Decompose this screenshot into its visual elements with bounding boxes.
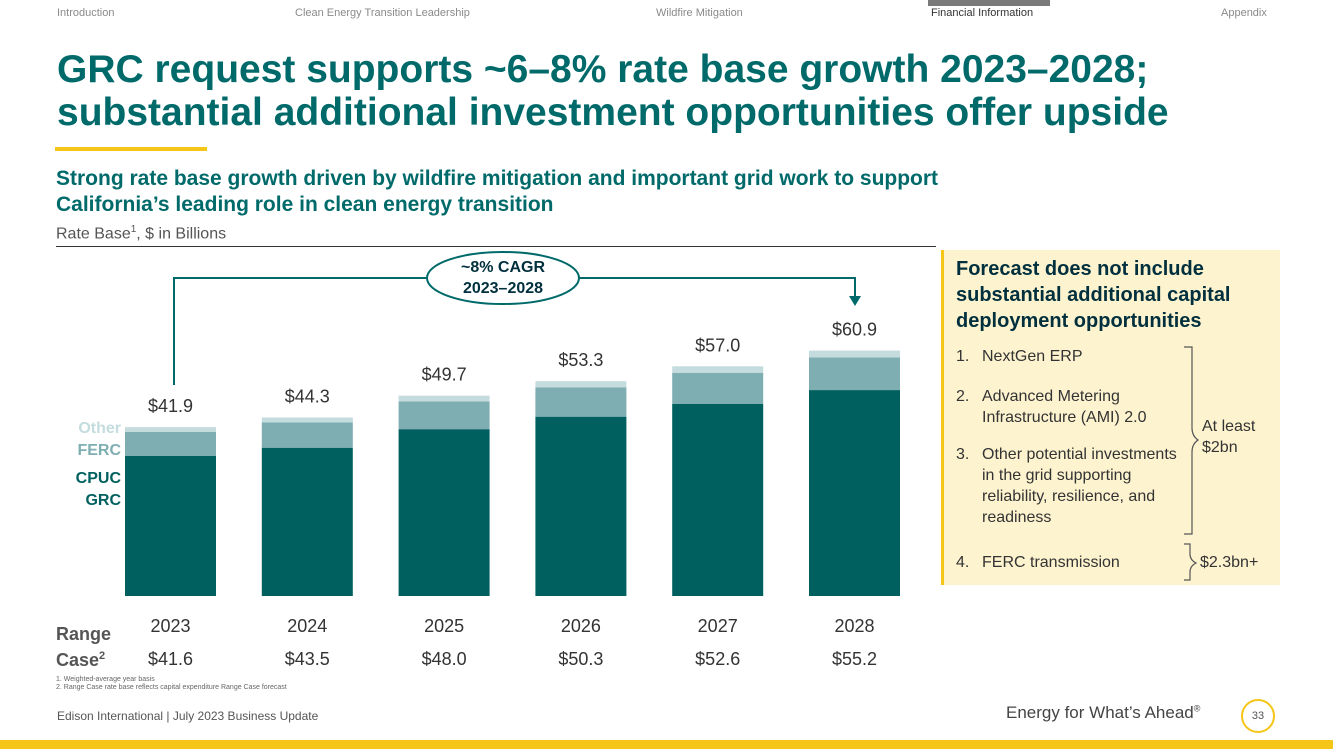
chart-divider <box>56 246 936 247</box>
nav-active-indicator <box>928 0 1050 6</box>
footnote-1: 1. Weighted-average year basis <box>56 676 155 683</box>
title-underline <box>55 147 207 151</box>
brace-items-1-3 <box>1184 346 1200 535</box>
tagline-text: Energy for What’s Ahead <box>1006 703 1194 722</box>
units-rest: , $ in Billions <box>136 225 227 243</box>
footnote-2: 2. Range Case rate base reflects capital… <box>56 684 287 691</box>
legend-other: Other <box>78 420 121 437</box>
bar-cpuc-grc-2026 <box>535 416 627 596</box>
panel-item-text: Other potential investments in the grid … <box>982 446 1177 526</box>
panel-item: 4. FERC transmission <box>956 552 1197 573</box>
panel-item-text: NextGen ERP <box>982 348 1083 365</box>
chart-subtitle: Strong rate base growth driven by wildfi… <box>56 167 939 216</box>
units-footnote-mark: 1 <box>130 224 137 235</box>
footnotes: 1. Weighted-average year basis 2. Range … <box>56 676 287 692</box>
cagr-label-line2: 2023–2028 <box>463 280 543 297</box>
bar-ferc-2028 <box>809 357 900 391</box>
bar-other-2023 <box>125 427 216 432</box>
range-case-label: Range Case2 <box>56 623 111 671</box>
range-case-value: $43.5 <box>285 649 330 669</box>
brace-item-4 <box>1184 543 1198 581</box>
x-tick-label: 2026 <box>561 616 601 636</box>
bar-other-2024 <box>261 417 353 423</box>
range-case-value: $41.6 <box>148 649 193 669</box>
bar-cpuc-grc-2025 <box>398 429 490 596</box>
panel-title: Forecast does not include substantial ad… <box>956 258 1231 332</box>
bar-ferc-2027 <box>672 372 764 404</box>
legend-ferc: FERC <box>77 442 121 459</box>
panel-item: 2. Advanced Metering Infrastructure (AMI)… <box>956 386 1162 428</box>
panel-item-text: FERC transmission <box>982 554 1120 571</box>
panel-item-number: 1. <box>956 348 970 365</box>
bar-other-2028 <box>809 350 900 358</box>
panel-item: 1. NextGen ERP <box>956 346 1197 367</box>
page-title: GRC request supports ~6–8% rate base gro… <box>57 48 1169 134</box>
units-label: Rate Base <box>56 225 131 243</box>
panel-item-text: Advanced Metering Infrastructure (AMI) 2… <box>982 388 1147 426</box>
x-tick-label: 2027 <box>698 616 738 636</box>
panel-item: 3. Other potential investments in the gri… <box>956 444 1187 528</box>
bar-ferc-2024 <box>261 422 353 448</box>
bar-total-label: $60.9 <box>832 320 877 340</box>
cagr-bubble <box>426 251 580 305</box>
rate-base-chart: $41.9 2023 $41.6 $44.3 2024 $43.5 $49.7 2025 $48… <box>76 251 900 669</box>
x-tick-label: 2025 <box>424 616 464 636</box>
nav-item-clean-energy[interactable]: Clean Energy Transition Leadership <box>295 7 470 19</box>
tagline-registered-mark: ® <box>1193 703 1201 714</box>
bar-ferc-2026 <box>535 387 627 417</box>
bar-total-label: $53.3 <box>558 350 603 370</box>
range-case-value: $55.2 <box>832 649 877 669</box>
nav-item-wildfire[interactable]: Wildfire Mitigation <box>656 7 743 19</box>
bar-total-label: $57.0 <box>695 335 740 355</box>
bar-cpuc-grc-2023 <box>125 455 216 596</box>
legend-grc: GRC <box>85 492 121 509</box>
range-label-line2: Case <box>56 650 100 670</box>
nav-item-financial[interactable]: Financial Information <box>931 7 1034 19</box>
bar-cpuc-grc-2028 <box>809 390 900 596</box>
range-case-value: $48.0 <box>422 649 467 669</box>
cagr-arrowhead <box>849 296 861 306</box>
footer-tagline: Energy for What’s Ahead® <box>1006 703 1200 723</box>
bar-total-label: $49.7 <box>422 365 467 385</box>
panel-item-number: 2. <box>956 388 970 405</box>
range-label-footnote-mark: 2 <box>99 650 106 662</box>
nav-item-introduction[interactable]: Introduction <box>57 7 115 19</box>
page-number: 33 <box>1241 699 1275 733</box>
bar-total-label: $41.9 <box>148 396 193 416</box>
x-tick-label: 2023 <box>150 616 190 636</box>
bottom-accent-band <box>0 740 1333 749</box>
bar-total-label: $44.3 <box>285 386 330 406</box>
bar-ferc-2025 <box>398 401 490 430</box>
forecast-panel: Forecast does not include substantial ad… <box>941 250 1280 585</box>
x-tick-label: 2024 <box>287 616 327 636</box>
brace-label-2bn: At least $2bn <box>1202 418 1256 456</box>
x-tick-label: 2028 <box>834 616 874 636</box>
top-nav: Introduction Clean Energy Transition Lea… <box>0 0 1333 24</box>
range-case-value: $52.6 <box>695 649 740 669</box>
panel-item-number: 3. <box>956 446 970 463</box>
panel-braces <box>1184 346 1200 581</box>
nav-item-appendix[interactable]: Appendix <box>1221 7 1267 19</box>
bar-cpuc-grc-2024 <box>261 447 353 596</box>
bar-cpuc-grc-2027 <box>672 403 764 596</box>
bar-other-2027 <box>672 366 764 373</box>
range-label-line1: Range <box>56 624 112 644</box>
bar-other-2026 <box>535 381 627 388</box>
chart-units: Rate Base1, $ in Billions <box>56 224 226 243</box>
brace-label-2-3bn: $2.3bn+ <box>1200 554 1259 571</box>
panel-item-number: 4. <box>956 554 970 571</box>
range-case-value: $50.3 <box>558 649 603 669</box>
bar-other-2025 <box>398 395 490 402</box>
legend-cpuc: CPUC <box>76 470 122 487</box>
footer-company-date: Edison International | July 2023 Busines… <box>57 709 319 723</box>
cagr-label-line1: ~8% CAGR <box>461 259 545 276</box>
bar-ferc-2023 <box>125 431 216 456</box>
